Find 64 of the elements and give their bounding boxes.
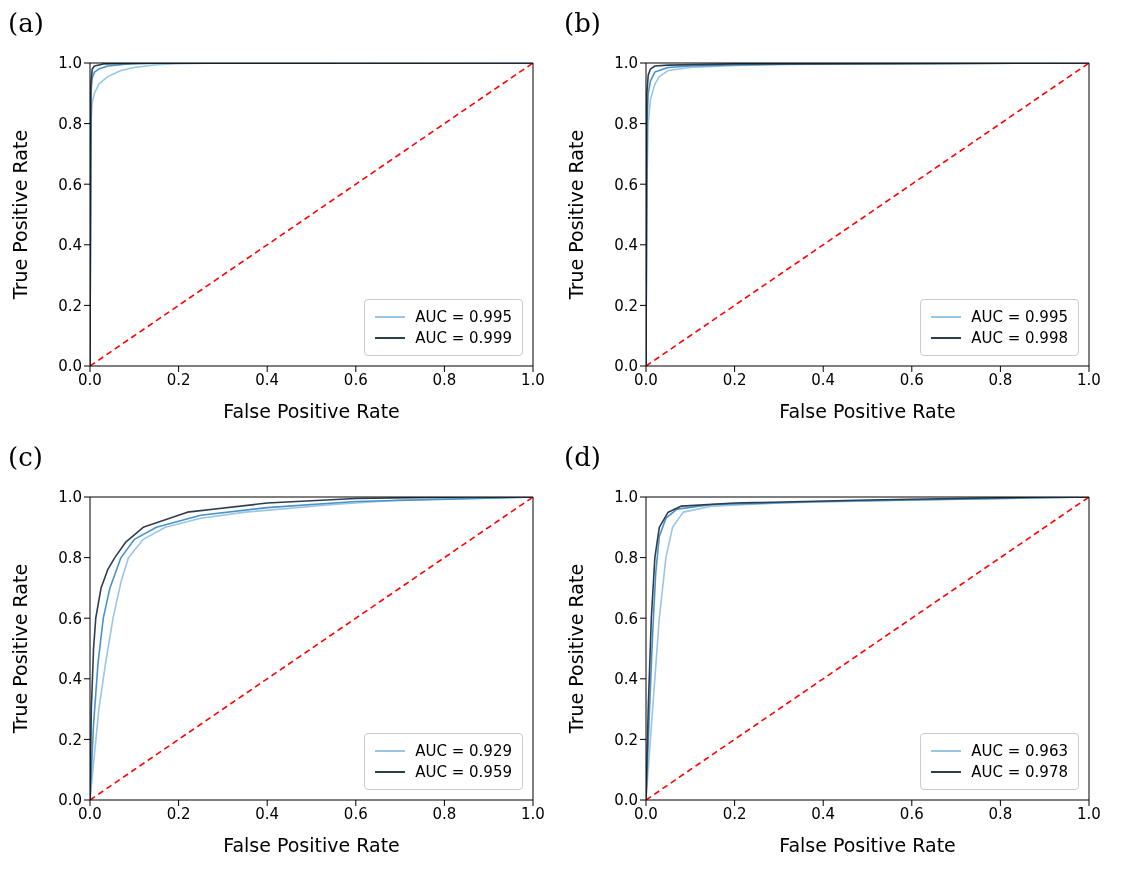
x-axis-title: False Positive Rate xyxy=(223,400,400,422)
x-axis-title: False Positive Rate xyxy=(223,834,400,856)
x-tick-label: 0.4 xyxy=(811,804,836,823)
x-tick-label: 1.0 xyxy=(521,370,545,389)
legend-label: AUC = 0.995 xyxy=(971,308,1068,326)
x-tick-label: 0.8 xyxy=(988,804,1013,823)
x-tick-label: 0.6 xyxy=(899,370,924,389)
y-tick-label: 0.2 xyxy=(614,296,638,315)
chart-title: (c) xyxy=(8,442,44,474)
chart-title: (a) xyxy=(8,8,45,40)
x-tick-label: 0.6 xyxy=(343,804,368,823)
x-tick-label: 0.2 xyxy=(722,804,747,823)
y-tick-label: 0.6 xyxy=(58,609,82,628)
x-tick-label: 1.0 xyxy=(1077,370,1101,389)
x-tick-label: 0.6 xyxy=(899,804,924,823)
y-tick-label: 0.4 xyxy=(614,236,638,255)
chart-title: (d) xyxy=(564,442,602,474)
x-tick-label: 0.4 xyxy=(255,804,280,823)
legend-label: AUC = 0.929 xyxy=(415,742,512,760)
x-tick-label: 0.0 xyxy=(634,804,658,823)
x-tick-label: 0.0 xyxy=(634,370,658,389)
x-tick-label: 0.4 xyxy=(811,370,836,389)
legend-label: AUC = 0.963 xyxy=(971,742,1068,760)
y-axis-title: True Positive Rate xyxy=(8,563,31,735)
y-axis-title: True Positive Rate xyxy=(564,563,587,735)
y-tick-label: 0.6 xyxy=(614,609,638,628)
x-tick-label: 0.2 xyxy=(166,804,191,823)
y-tick-label: 1.0 xyxy=(58,54,82,73)
legend-label: AUC = 0.959 xyxy=(415,763,512,781)
legend-label: AUC = 0.999 xyxy=(415,329,512,347)
y-tick-label: 0.6 xyxy=(58,175,82,194)
y-tick-label: 0.6 xyxy=(614,175,638,194)
y-tick-label: 0.2 xyxy=(614,730,638,749)
x-axis-title: False Positive Rate xyxy=(779,834,956,856)
y-tick-label: 0.8 xyxy=(614,114,638,133)
x-tick-label: 0.8 xyxy=(432,370,457,389)
y-tick-label: 0.2 xyxy=(58,730,82,749)
x-tick-label: 0.0 xyxy=(78,370,102,389)
y-axis-title: True Positive Rate xyxy=(564,129,587,301)
x-tick-label: 1.0 xyxy=(521,804,545,823)
x-tick-label: 1.0 xyxy=(1077,804,1101,823)
x-tick-label: 0.8 xyxy=(432,804,457,823)
legend-label: AUC = 0.978 xyxy=(971,763,1068,781)
legend-label: AUC = 0.995 xyxy=(415,308,512,326)
x-tick-label: 0.4 xyxy=(255,370,280,389)
y-tick-label: 1.0 xyxy=(614,488,638,507)
y-tick-label: 1.0 xyxy=(58,488,82,507)
y-tick-label: 0.4 xyxy=(614,670,638,689)
x-tick-label: 0.2 xyxy=(722,370,747,389)
y-axis-title: True Positive Rate xyxy=(8,129,31,301)
legend-label: AUC = 0.998 xyxy=(971,329,1068,347)
y-tick-label: 1.0 xyxy=(614,54,638,73)
x-tick-label: 0.0 xyxy=(78,804,102,823)
chart-title: (b) xyxy=(564,8,602,40)
y-tick-label: 0.8 xyxy=(614,548,638,567)
y-tick-label: 0.8 xyxy=(58,114,82,133)
x-axis-title: False Positive Rate xyxy=(779,400,956,422)
x-tick-label: 0.6 xyxy=(343,370,368,389)
x-tick-label: 0.8 xyxy=(988,370,1013,389)
x-tick-label: 0.2 xyxy=(166,370,191,389)
y-tick-label: 0.4 xyxy=(58,670,82,689)
y-tick-label: 0.8 xyxy=(58,548,82,567)
y-tick-label: 0.2 xyxy=(58,296,82,315)
y-tick-label: 0.4 xyxy=(58,236,82,255)
